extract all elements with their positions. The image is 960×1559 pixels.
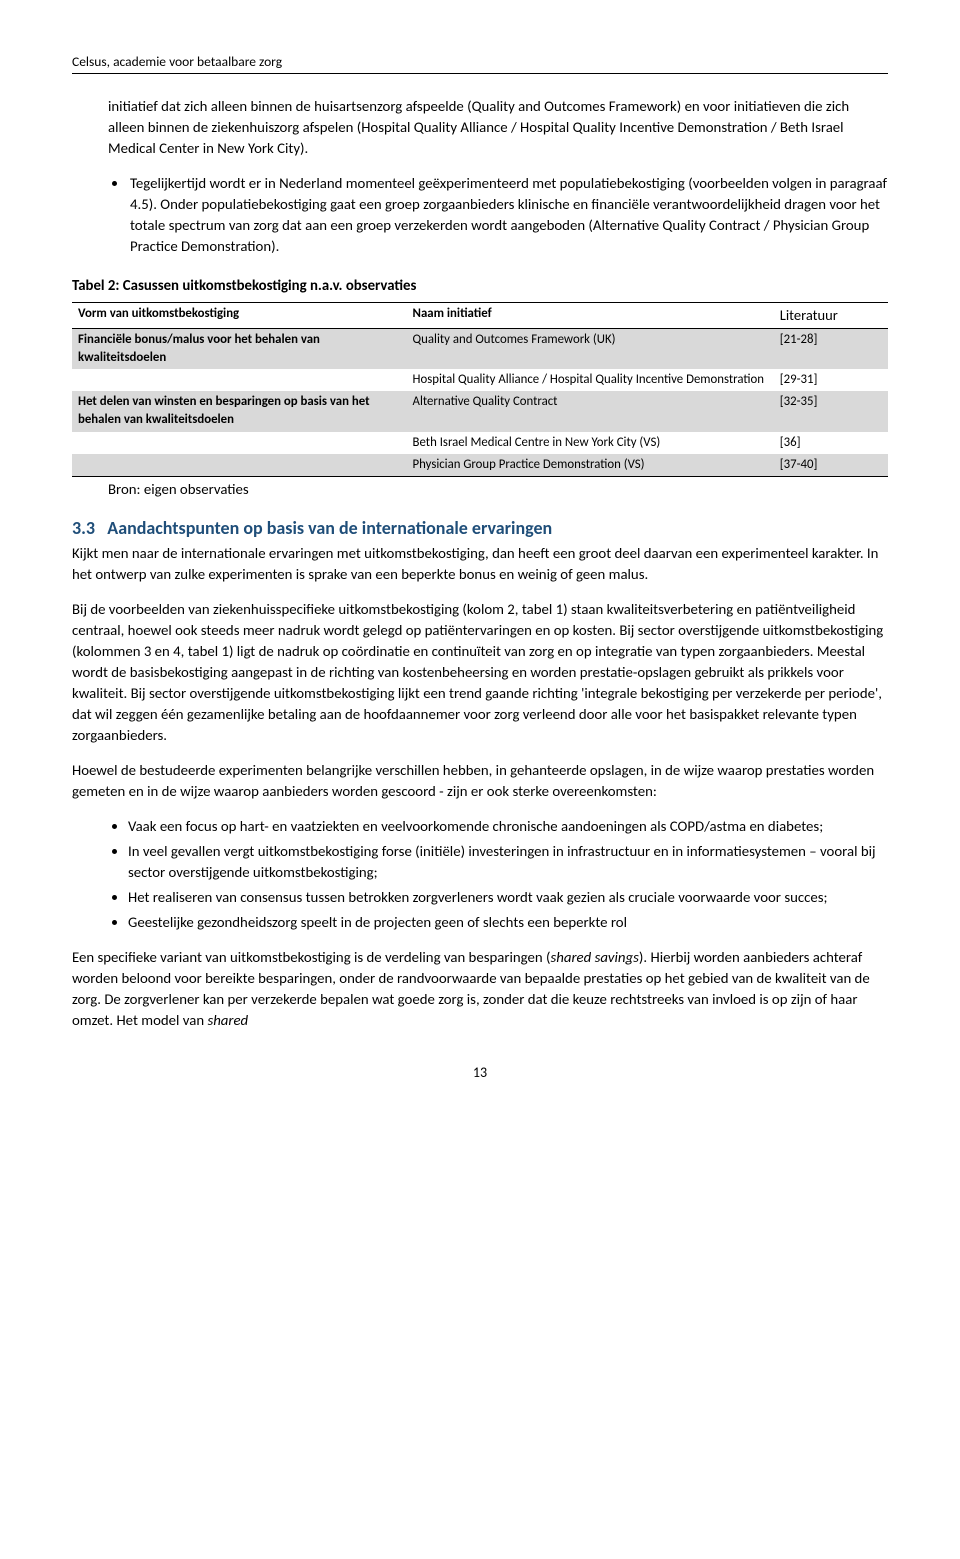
table-cell [72, 432, 407, 454]
body-paragraph: Hoewel de bestudeerde experimenten belan… [72, 760, 888, 802]
table-row: Het delen van winsten en besparingen op … [72, 391, 888, 431]
italic-term: shared [207, 1011, 248, 1029]
table-row: Beth Israel Medical Centre in New York C… [72, 432, 888, 454]
text-run: Een specifieke variant van uitkomstbekos… [72, 948, 551, 966]
table-cell: Beth Israel Medical Centre in New York C… [407, 432, 774, 454]
table-header-name: Naam initiatief [407, 303, 774, 329]
table-cell: [37-40] [774, 454, 888, 477]
list-item: Vaak een focus op hart- en vaatziekten e… [128, 816, 888, 837]
table-caption: Tabel 2: Casussen uitkomstbekostiging n.… [72, 275, 888, 296]
page-number: 13 [72, 1063, 888, 1083]
body-paragraph: Een specifieke variant van uitkomstbekos… [72, 947, 888, 1031]
observations-table: Vorm van uitkomstbekostiging Naam initia… [72, 302, 888, 477]
table-cell [72, 369, 407, 391]
header-rule [72, 73, 888, 74]
table-cell: [21-28] [774, 328, 888, 369]
section-title: Aandachtspunten op basis van de internat… [107, 517, 552, 539]
table-cell: [29-31] [774, 369, 888, 391]
section-number: 3.3 [72, 517, 95, 539]
table-cell: Het delen van winsten en besparingen op … [72, 391, 407, 431]
list-item: Geestelijke gezondheidszorg speelt in de… [128, 912, 888, 933]
list-item: Het realiseren van consensus tussen betr… [128, 887, 888, 908]
page-header-title: Celsus, academie voor betaalbare zorg [72, 52, 888, 71]
table-cell: Hospital Quality Alliance / Hospital Qua… [407, 369, 774, 391]
table-header-form: Vorm van uitkomstbekostiging [72, 303, 407, 329]
table-cell: Alternative Quality Contract [407, 391, 774, 431]
body-paragraph: Kijkt men naar de internationale ervarin… [72, 543, 888, 585]
italic-term: shared savings [551, 948, 639, 966]
section-heading: 3.3 Aandachtspunten op basis van de inte… [72, 516, 888, 542]
table-cell: Physician Group Practice Demonstration (… [407, 454, 774, 477]
table-cell: [36] [774, 432, 888, 454]
table-cell: Financiële bonus/malus voor het behalen … [72, 328, 407, 369]
list-item: In veel gevallen vergt uitkomstbekostigi… [128, 841, 888, 883]
intro-paragraph: initiatief dat zich alleen binnen de hui… [108, 96, 888, 159]
table-cell: Quality and Outcomes Framework (UK) [407, 328, 774, 369]
table-cell: [32-35] [774, 391, 888, 431]
table-row: Physician Group Practice Demonstration (… [72, 454, 888, 477]
table-header-literature: Literatuur [774, 303, 888, 329]
table-row: Financiële bonus/malus voor het behalen … [72, 328, 888, 369]
table-cell [72, 454, 407, 477]
body-paragraph: Bij de voorbeelden van ziekenhuisspecifi… [72, 599, 888, 746]
table-source: Bron: eigen observaties [108, 479, 888, 500]
table-row: Hospital Quality Alliance / Hospital Qua… [72, 369, 888, 391]
similarities-list: Vaak een focus op hart- en vaatziekten e… [72, 816, 888, 933]
intro-bullet: Tegelijkertijd wordt er in Nederland mom… [128, 173, 888, 257]
